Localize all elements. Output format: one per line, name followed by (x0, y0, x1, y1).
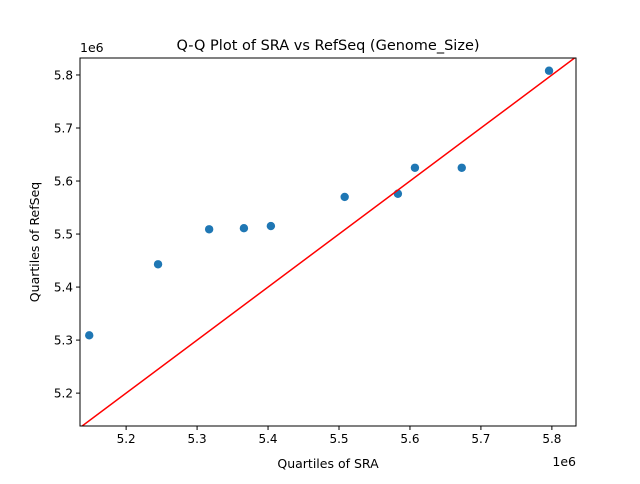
data-point (340, 192, 349, 202)
y-tick-label: 5.7 (54, 121, 73, 135)
x-tick-label: 5.3 (188, 432, 207, 446)
y-tick-label: 5.6 (54, 175, 73, 189)
x-tick-label: 5.7 (471, 432, 490, 446)
data-point (239, 224, 249, 233)
x-tick-label: 5.6 (400, 432, 419, 446)
x-tick-label: 5.2 (117, 432, 136, 446)
plot-frame (79, 57, 577, 427)
data-point (266, 221, 276, 231)
data-point (85, 331, 94, 340)
y-axis-label: Quartiles of RefSeq (27, 182, 42, 302)
x-axis-label: Quartiles of SRA (277, 456, 379, 471)
y-tick-label: 5.5 (54, 228, 73, 242)
x-offset-label: 1e6 (552, 454, 576, 469)
y-tick-label: 5.2 (54, 387, 73, 401)
y-offset-label: 1e6 (80, 40, 104, 55)
data-point (410, 163, 420, 172)
data-point (204, 225, 214, 234)
y-tick-label: 5.8 (54, 68, 73, 82)
data-point (457, 163, 466, 172)
y-tick-label: 5.4 (54, 281, 73, 295)
data-point (153, 260, 163, 269)
data-point (544, 66, 554, 75)
x-tick-label: 5.8 (542, 432, 561, 446)
y-tick-label: 5.3 (54, 334, 73, 348)
reference-line (80, 58, 576, 426)
x-tick-label: 5.4 (258, 432, 277, 446)
x-tick-label: 5.5 (329, 432, 348, 446)
chart-title: Q-Q Plot of SRA vs RefSeq (Genome_Size) (176, 38, 479, 54)
